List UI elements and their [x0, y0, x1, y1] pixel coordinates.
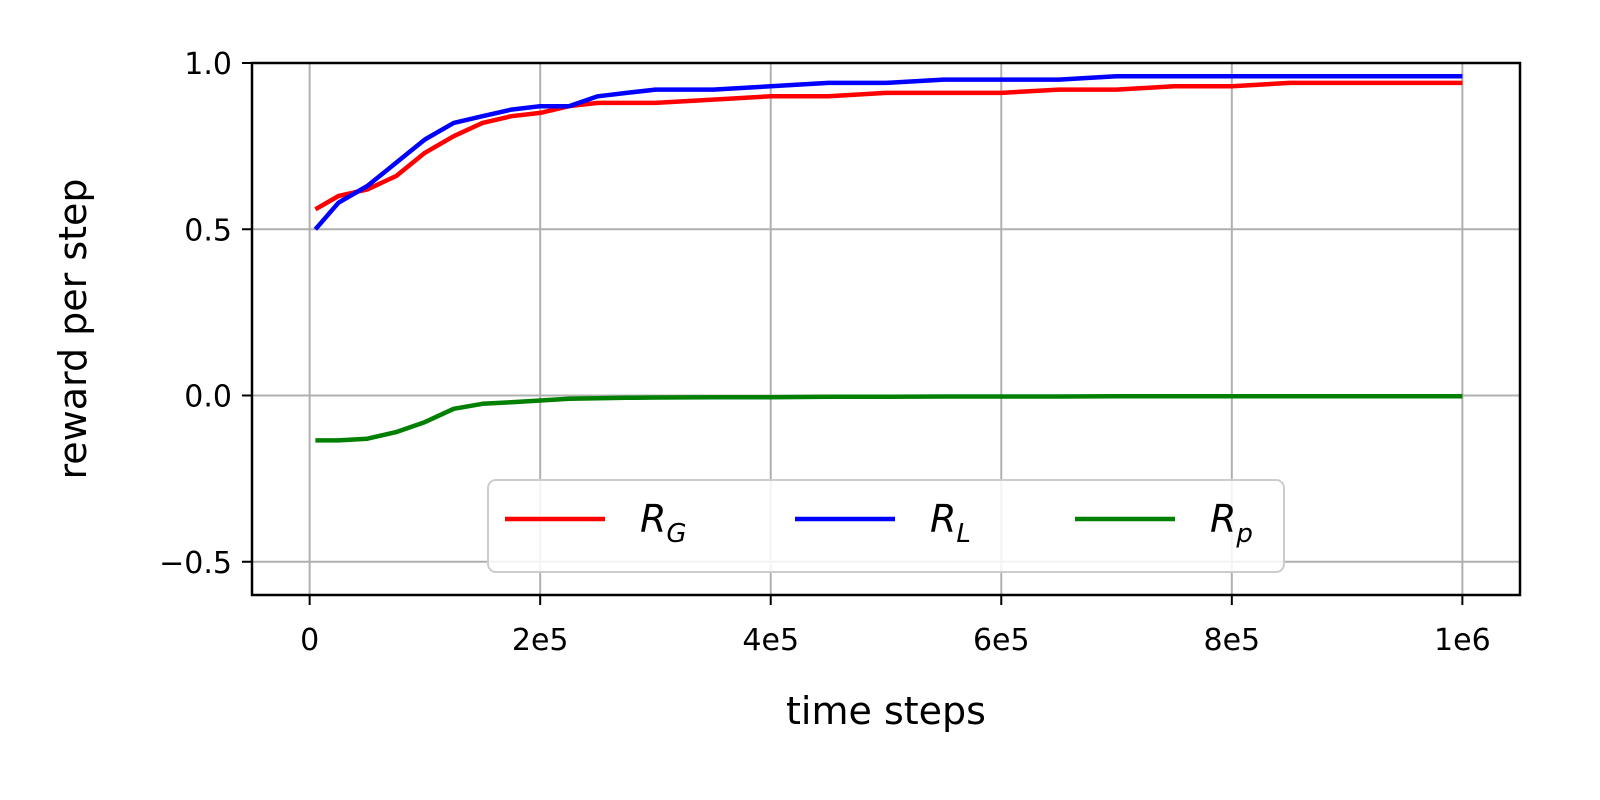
- series-line-l: [313, 74, 1463, 231]
- x-tick-label: 4e5: [742, 623, 799, 658]
- legend-label-g: RG: [640, 497, 687, 549]
- x-axis-title: time steps: [786, 689, 986, 733]
- axis-ticks: 0 2e5 4e5 6e5 8e5 1e6 −0.5 0.0 0.5 1.0: [159, 47, 1491, 658]
- plot-frame: [250, 61, 1522, 597]
- x-tick-label: 1e6: [1434, 623, 1491, 658]
- y-tick-label: −0.5: [159, 546, 232, 581]
- series-line-g: [314, 80, 1463, 212]
- series-line-p: [315, 393, 1463, 443]
- legend: RG RL Rp: [487, 479, 1285, 573]
- x-tick-label: 2e5: [512, 623, 569, 658]
- series-lines: [313, 74, 1463, 443]
- legend-label-p: Rp: [1210, 497, 1253, 549]
- legend-label-l: RL: [930, 497, 971, 549]
- y-tick-label: 0.5: [184, 213, 232, 248]
- y-tick-label: 0.0: [184, 380, 232, 415]
- x-tick-label: 6e5: [973, 623, 1030, 658]
- y-axis-title: reward per step: [51, 178, 95, 479]
- x-tick-label: 8e5: [1203, 623, 1260, 658]
- y-tick-label: 1.0: [184, 47, 232, 82]
- x-tick-label: 0: [300, 623, 319, 658]
- legend-box: [487, 479, 1285, 573]
